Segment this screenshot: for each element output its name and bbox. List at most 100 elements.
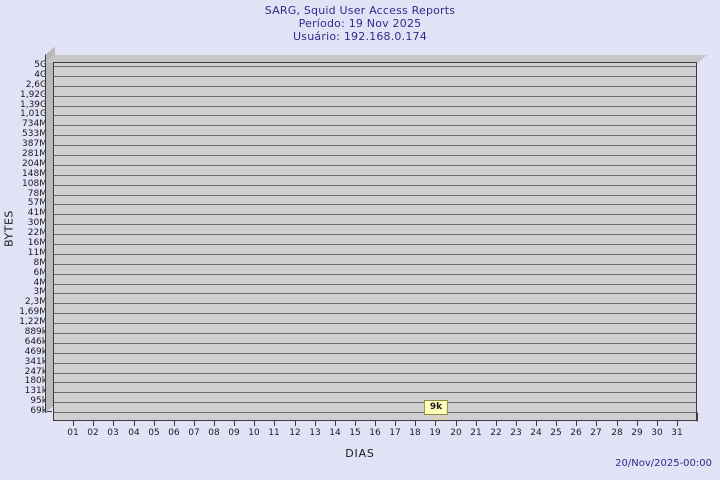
gridline — [54, 185, 696, 186]
x-axis-tick-mark — [657, 421, 658, 426]
y-axis-tick-label: 78M — [27, 189, 47, 199]
gridline — [54, 204, 696, 205]
x-axis-tick-label: 10 — [248, 428, 260, 438]
gridline — [54, 165, 696, 166]
gridline — [54, 145, 696, 146]
x-axis-tick-label: 24 — [530, 428, 542, 438]
y-axis-tick-label: 387M — [22, 139, 47, 149]
gridline — [54, 402, 696, 403]
x-axis-tick-label: 12 — [289, 428, 301, 438]
gridline — [54, 175, 696, 176]
gridline — [54, 392, 696, 393]
x-axis-tick-mark — [335, 421, 336, 426]
x-axis-tick-mark — [113, 421, 114, 426]
y-axis-tick-label: 533M — [22, 129, 47, 139]
gridline — [54, 96, 696, 97]
gridline — [54, 323, 696, 324]
gridline — [54, 234, 696, 235]
y-axis-tick-label: 180k — [24, 376, 47, 386]
y-axis-tick-label: 57M — [27, 198, 47, 208]
y-axis-tick-label: 204M — [22, 159, 47, 169]
x-axis-tick-label: 25 — [550, 428, 562, 438]
y-axis-tick-label: 1,92G — [19, 90, 47, 100]
y-axis-tick-label: 30M — [27, 218, 47, 228]
gridline — [54, 353, 696, 354]
y-axis-tick-label: 131k — [24, 386, 47, 396]
x-axis-tick-label: 08 — [208, 428, 220, 438]
plot-area: 9k — [45, 46, 707, 430]
page-title: SARG, Squid User Access Reports — [264, 4, 456, 17]
x-axis-tick-label: 27 — [590, 428, 602, 438]
x-axis-tick-mark — [134, 421, 135, 426]
x-axis-tick-mark — [154, 421, 155, 426]
y-axis-tick-label: 148M — [22, 169, 47, 179]
gridline — [54, 106, 696, 107]
x-axis-tick-label: 11 — [268, 428, 280, 438]
y-axis-tick-label: 1,39G — [19, 100, 47, 110]
x-axis-tick-mark — [254, 421, 255, 426]
x-axis-tick-label: 02 — [87, 428, 99, 438]
x-axis-tick-label: 16 — [369, 428, 381, 438]
y-axis-tick-label: 646k — [24, 337, 47, 347]
y-axis-tick-label: 69k — [30, 406, 47, 416]
y-axis-tick-label: 2,6G — [25, 80, 47, 90]
y-axis-tick-label: 1,22M — [19, 317, 47, 327]
x-axis-tick-mark — [93, 421, 94, 426]
y-axis-tick-label: 281M — [22, 149, 47, 159]
y-axis-tick-label: 341k — [24, 357, 47, 367]
y-axis-labels: 5G 4G 2,6G 1,92G 1,39G 1,01G 734M 533M 387M 281M 2… — [0, 55, 47, 430]
generated-timestamp: 20/Nov/2025-00:00 — [615, 458, 712, 469]
y-axis-tick-label: 95k — [30, 396, 47, 406]
gridline — [54, 254, 696, 255]
gridline — [54, 264, 696, 265]
gridline — [54, 125, 696, 126]
x-axis-tick-mark — [596, 421, 597, 426]
gridline — [54, 66, 696, 67]
x-axis-tick-mark — [214, 421, 215, 426]
gridline — [54, 224, 696, 225]
y-axis-tick-label: 22M — [27, 228, 47, 238]
x-axis-tick-mark — [617, 421, 618, 426]
x-axis-tick-mark — [677, 421, 678, 426]
x-axis-tick-label: 19 — [429, 428, 441, 438]
x-axis-tick-mark — [73, 421, 74, 426]
x-axis-tick-label: 06 — [168, 428, 180, 438]
x-axis-tick-mark — [576, 421, 577, 426]
x-axis-tick-mark — [194, 421, 195, 426]
gridline — [54, 363, 696, 364]
y-axis-tick-mark — [47, 411, 52, 412]
data-point-label: 9k — [423, 400, 449, 415]
x-axis-tick-mark — [234, 421, 235, 426]
y-axis-tick-label: 6M — [33, 268, 48, 278]
y-axis-tick-label: 1,69M — [19, 307, 47, 317]
gridline — [54, 214, 696, 215]
y-axis-tick-label: 889k — [24, 327, 47, 337]
x-axis-tick-mark — [556, 421, 557, 426]
x-axis-tick-label: 26 — [570, 428, 582, 438]
y-axis-tick-label: 1,01G — [19, 109, 47, 119]
x-axis-tick-label: 01 — [67, 428, 79, 438]
x-axis-tick-label: 13 — [309, 428, 321, 438]
gridline — [54, 115, 696, 116]
x-axis-tick-label: 31 — [671, 428, 683, 438]
gridline — [54, 195, 696, 196]
y-axis-tick-label: 41M — [27, 208, 47, 218]
x-axis-tick-mark — [496, 421, 497, 426]
x-axis-tick-mark — [174, 421, 175, 426]
gridline — [54, 343, 696, 344]
gridline — [54, 244, 696, 245]
gridline — [54, 333, 696, 334]
y-axis-tick-label: 247k — [24, 367, 47, 377]
y-axis-tick-label: 8M — [33, 258, 48, 268]
x-axis-tick-label: 15 — [349, 428, 361, 438]
x-axis-tick-mark — [395, 421, 396, 426]
x-axis-tick-label: 14 — [329, 428, 341, 438]
gridline — [54, 86, 696, 87]
plot-3d-bottom-right-bevel — [697, 403, 707, 422]
x-axis-tick-label: 05 — [148, 428, 160, 438]
gridline — [54, 76, 696, 77]
x-axis-tick-mark — [375, 421, 376, 426]
x-axis: 01 02 03 04 05 06 07 08 09 10 11 12 13 14 15 16 17 18 19 20… — [53, 421, 698, 445]
chart-title-block: SARG, Squid User Access Reports Período:… — [0, 4, 720, 43]
